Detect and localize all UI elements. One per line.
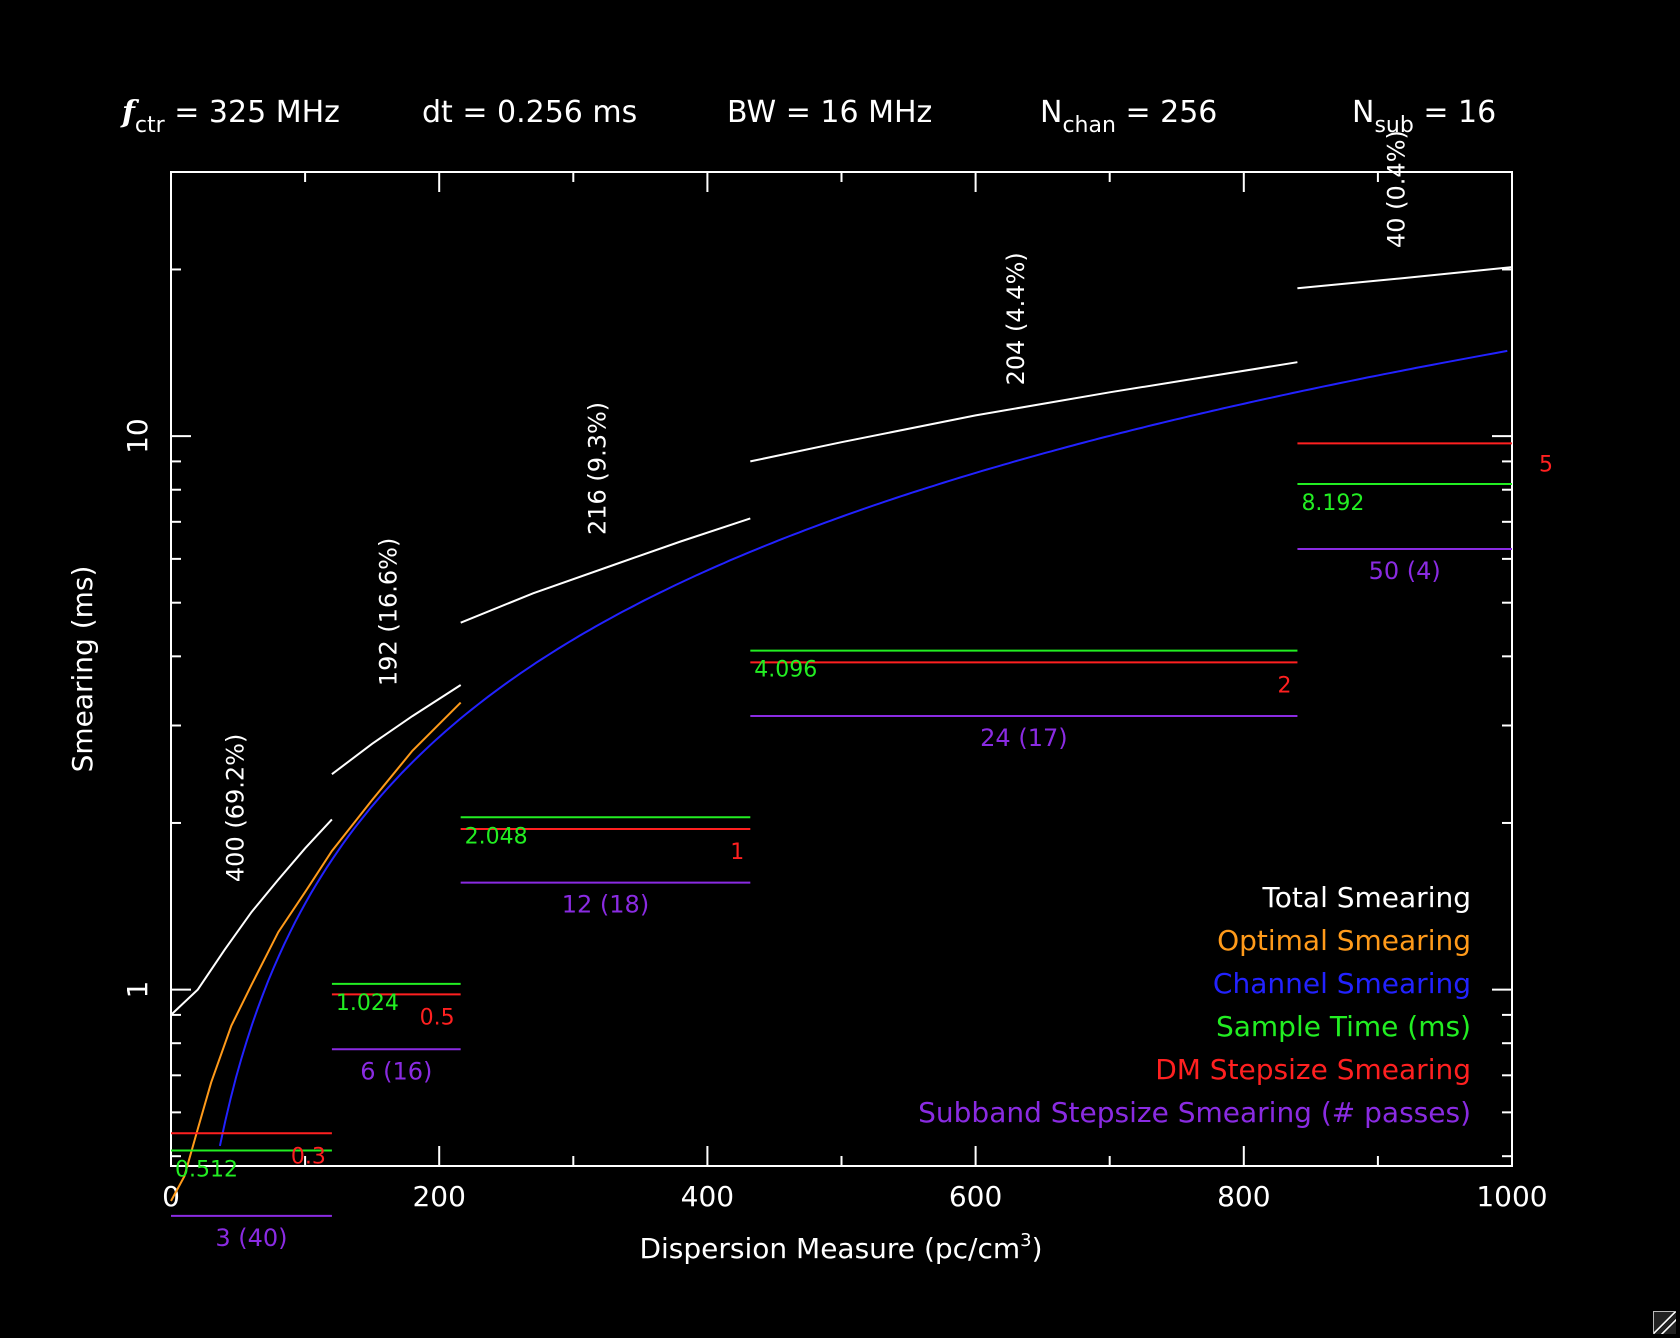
sample-time-label: 1.024 <box>336 991 399 1016</box>
x-tick-labels: 0 200 400 600 800 1000 <box>162 1180 1548 1213</box>
dm-stepsize-label: 5 <box>1539 452 1553 477</box>
dm-segment-4: 4.096 2 24 (17) 204 (4.4%) <box>750 252 1298 752</box>
subband-label: 50 (4) <box>1369 557 1441 585</box>
sample-time-label: 4.096 <box>754 658 817 683</box>
total-smearing-line <box>331 684 462 775</box>
dm-count-label: 400 (69.2%) <box>222 734 250 882</box>
channel-smearing-line <box>218 349 1508 1147</box>
subband-label: 12 (18) <box>562 891 649 919</box>
dm-count-label: 204 (4.4%) <box>1002 252 1030 385</box>
sample-time-label: 0.512 <box>175 1157 238 1182</box>
header-dt: dt = 0.256 ms <box>422 95 637 130</box>
total-smearing-line <box>460 517 751 624</box>
legend-item-dm: DM Stepsize Smearing <box>1155 1053 1471 1086</box>
legend-item-channel: Channel Smearing <box>1213 967 1471 1000</box>
dm-segment-3: 2.048 1 12 (18) 216 (9.3%) <box>460 402 751 919</box>
legend-item-optimal: Optimal Smearing <box>1217 924 1471 957</box>
x-tick-label: 600 <box>949 1180 1002 1213</box>
subband-label: 6 (16) <box>360 1057 432 1085</box>
x-tick-label: 0 <box>162 1180 180 1213</box>
legend: Total Smearing Optimal Smearing Channel Sm… <box>918 881 1471 1129</box>
total-smearing-line <box>170 818 333 1016</box>
header-bw: BW = 16 MHz <box>727 95 932 130</box>
sample-time-label: 2.048 <box>465 824 528 849</box>
resize-grip[interactable] <box>1653 1311 1676 1334</box>
sample-time-label: 8.192 <box>1301 491 1364 516</box>
legend-item-total: Total Smearing <box>1261 881 1471 914</box>
dm-count-label: 192 (16.6%) <box>374 538 402 686</box>
total-smearing-line <box>1297 266 1513 290</box>
dm-segment-1: 0.512 0.3 3 (40) 400 (69.2%) <box>170 734 333 1252</box>
dm-segment-2: 1.024 0.5 6 (16) 192 (16.6%) <box>331 538 462 1085</box>
axis-ticks <box>170 171 1513 1166</box>
dm-stepsize-label: 0.3 <box>291 1144 326 1169</box>
y-tick-labels: 1 10 <box>121 418 154 998</box>
dm-segment-5: 8.192 5 50 (4) 40 (0.4%) <box>1297 130 1553 585</box>
legend-item-sample: Sample Time (ms) <box>1216 1010 1471 1043</box>
header-nsub: Nsub = 16 <box>1352 95 1496 138</box>
x-tick-label: 800 <box>1217 1180 1270 1213</box>
optimal-smearing-line <box>170 701 462 1202</box>
x-tick-label: 1000 <box>1476 1180 1547 1213</box>
subband-label: 3 (40) <box>215 1224 287 1252</box>
dm-stepsize-label: 0.5 <box>420 1005 455 1030</box>
x-tick-label: 200 <box>412 1180 465 1213</box>
header-nchan: Nchan = 256 <box>1040 95 1217 138</box>
dm-count-label: 216 (9.3%) <box>584 402 612 535</box>
y-axis-label: Smearing (ms) <box>66 566 99 773</box>
total-smearing-line <box>750 361 1298 463</box>
dm-stepsize-label: 2 <box>1277 673 1291 698</box>
subband-label: 24 (17) <box>980 724 1067 752</box>
legend-item-subband: Subband Stepsize Smearing (# passes) <box>918 1096 1471 1129</box>
dm-count-label: 40 (0.4%) <box>1383 130 1411 248</box>
y-tick-label: 10 <box>121 418 154 454</box>
header-fctr: fctr = 325 MHz <box>120 95 340 138</box>
y-tick-label: 1 <box>121 981 154 999</box>
x-axis-label: Dispersion Measure (pc/cm3) <box>639 1230 1042 1265</box>
x-tick-label: 400 <box>681 1180 734 1213</box>
dm-stepsize-label: 1 <box>730 840 744 865</box>
